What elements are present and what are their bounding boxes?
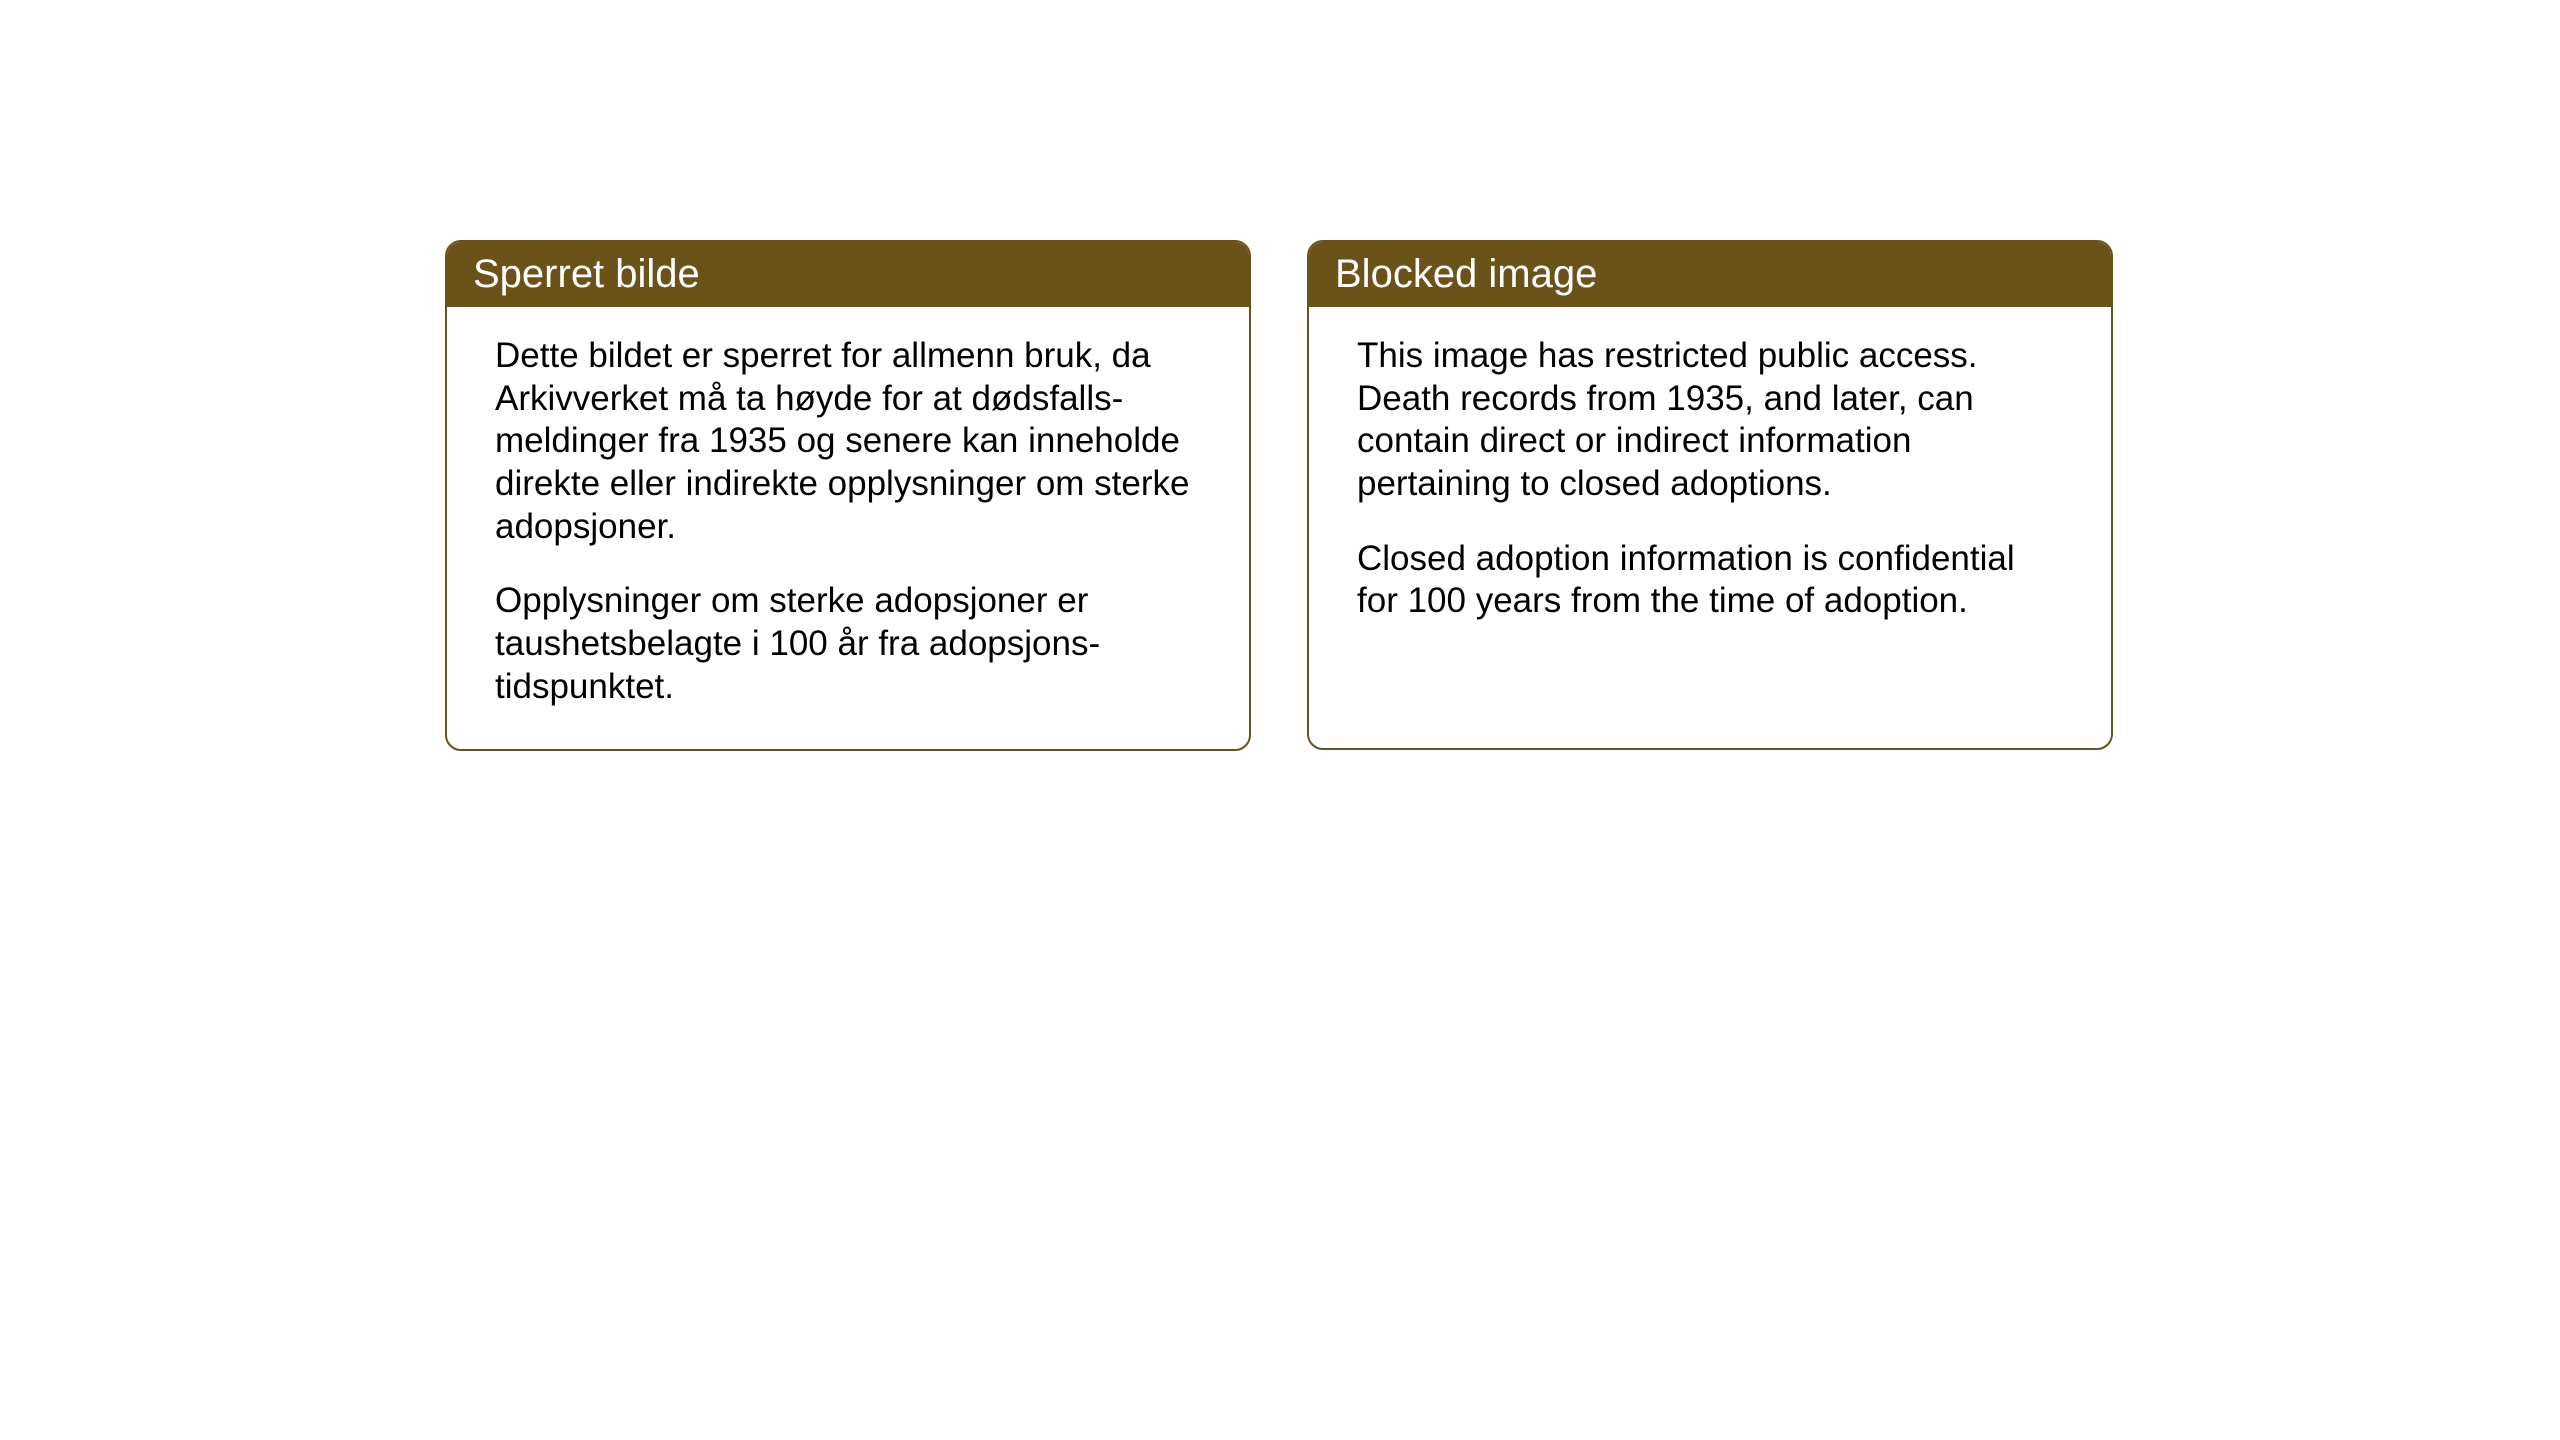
card-norwegian-body: Dette bildet er sperret for allmenn bruk… [447, 307, 1249, 749]
card-english: Blocked image This image has restricted … [1307, 240, 2113, 750]
card-english-body: This image has restricted public access.… [1309, 307, 2111, 663]
card-norwegian: Sperret bilde Dette bildet er sperret fo… [445, 240, 1251, 751]
card-english-header: Blocked image [1309, 242, 2111, 307]
card-norwegian-paragraph-2: Opplysninger om sterke adopsjoner er tau… [495, 580, 1201, 708]
card-norwegian-header: Sperret bilde [447, 242, 1249, 307]
card-english-paragraph-1: This image has restricted public access.… [1357, 335, 2063, 506]
cards-container: Sperret bilde Dette bildet er sperret fo… [445, 240, 2113, 751]
card-english-paragraph-2: Closed adoption information is confident… [1357, 538, 2063, 623]
card-norwegian-paragraph-1: Dette bildet er sperret for allmenn bruk… [495, 335, 1201, 548]
card-english-title: Blocked image [1335, 252, 1597, 296]
card-norwegian-title: Sperret bilde [473, 252, 700, 296]
